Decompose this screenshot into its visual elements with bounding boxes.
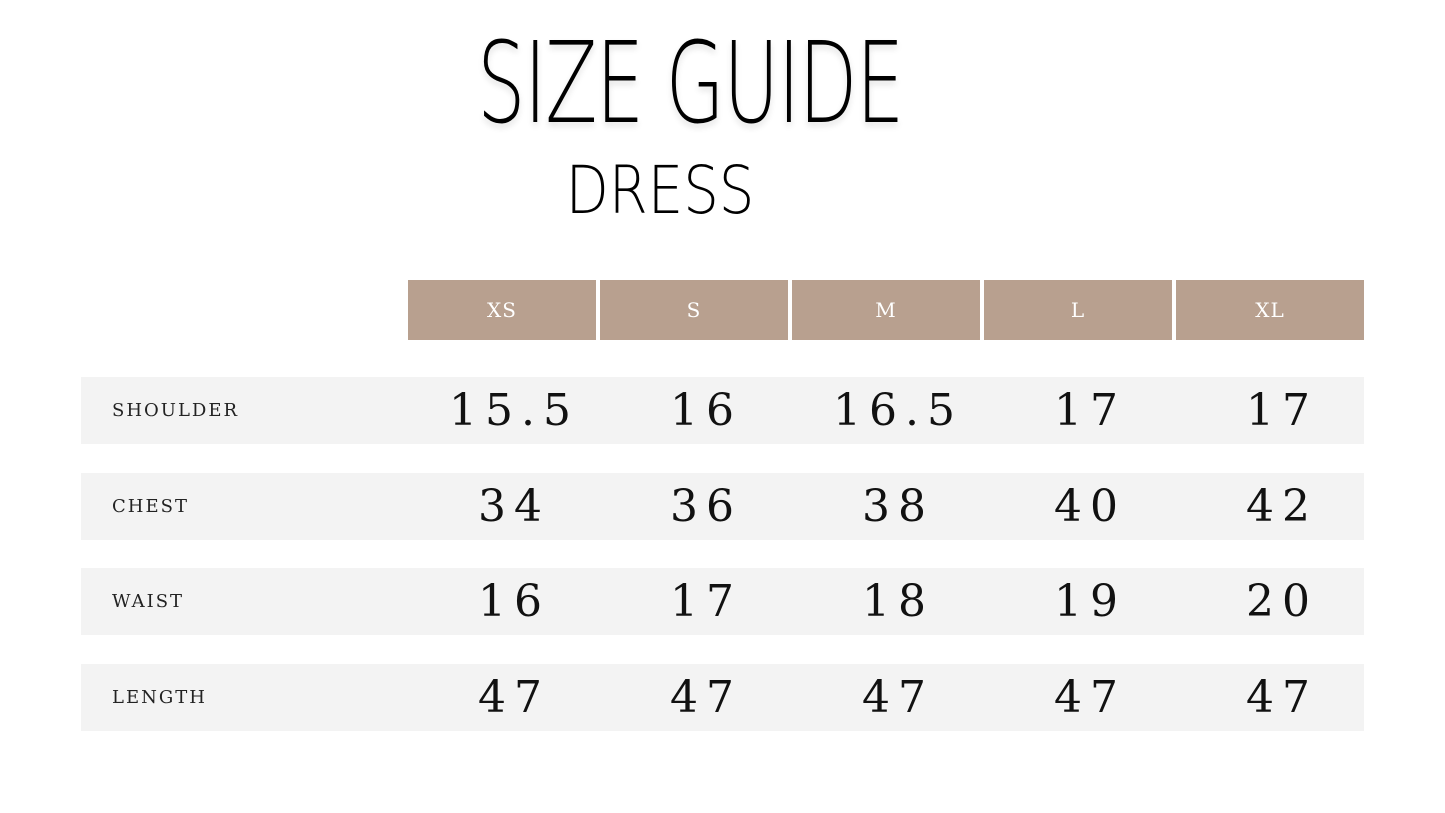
size-header-xs: XS bbox=[408, 280, 596, 340]
page-subtitle: DRESS bbox=[565, 152, 755, 229]
table-cell: 36 bbox=[670, 480, 742, 532]
size-header-m: M bbox=[792, 280, 980, 340]
table-cell: 16 bbox=[670, 385, 742, 436]
table-cell: 47 bbox=[670, 671, 742, 723]
size-header-xl: XL bbox=[1176, 280, 1364, 340]
table-cell: 19 bbox=[1054, 576, 1126, 627]
table-cell: 42 bbox=[1246, 480, 1318, 532]
table-row: LENGTH 47 47 47 47 47 bbox=[81, 663, 1364, 731]
table-cell: 17 bbox=[1246, 385, 1318, 436]
table-cell: 18 bbox=[862, 576, 934, 627]
table-row: WAIST 16 17 18 19 20 bbox=[81, 568, 1364, 635]
table-row: CHEST 34 36 38 40 42 bbox=[81, 472, 1364, 540]
row-label: LENGTH bbox=[112, 686, 207, 708]
table-cell: 15.5 bbox=[449, 385, 579, 436]
table-row: SHOULDER 15.5 16 16.5 17 17 bbox=[81, 377, 1364, 444]
size-header-s: S bbox=[600, 280, 788, 340]
table-cell: 47 bbox=[1246, 671, 1318, 723]
table-cell: 47 bbox=[862, 671, 934, 723]
table-cell: 16.5 bbox=[833, 385, 963, 436]
table-cell: 38 bbox=[862, 480, 934, 532]
table-cell: 16 bbox=[478, 576, 550, 627]
table-cell: 34 bbox=[478, 480, 550, 532]
table-cell: 20 bbox=[1246, 576, 1318, 627]
table-cell: 40 bbox=[1054, 480, 1126, 532]
table-cell: 17 bbox=[670, 576, 742, 627]
row-label: WAIST bbox=[112, 591, 185, 612]
row-label: CHEST bbox=[112, 495, 189, 517]
table-cell: 47 bbox=[478, 671, 550, 723]
table-cell: 47 bbox=[1054, 671, 1126, 723]
table-cell: 17 bbox=[1054, 385, 1126, 436]
page-title: SIZE GUIDE bbox=[477, 19, 904, 149]
row-label: SHOULDER bbox=[112, 400, 240, 421]
size-header-l: L bbox=[984, 280, 1172, 340]
